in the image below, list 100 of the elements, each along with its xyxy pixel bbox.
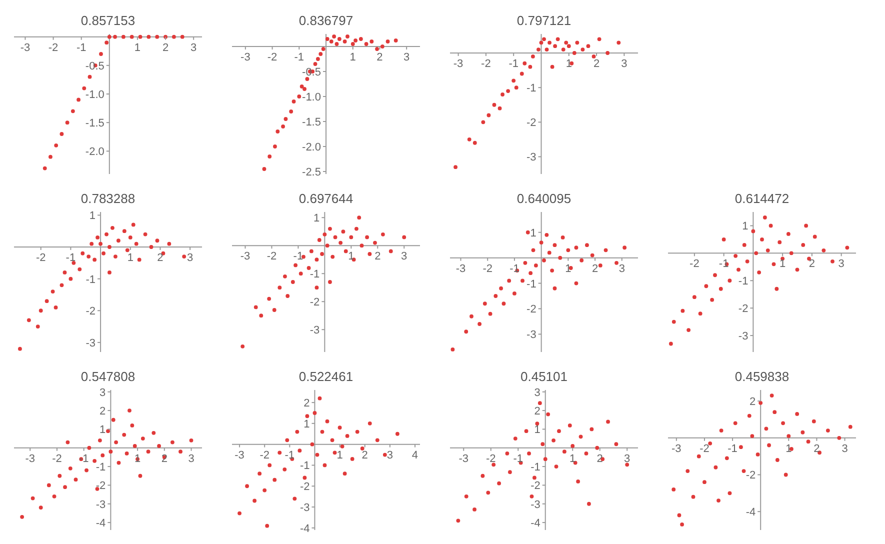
point [108,270,112,274]
point [520,72,524,76]
x-tick-label: -3 [20,42,30,54]
point [98,438,102,442]
x-tick-label: 3 [401,250,408,263]
point [786,232,790,236]
point [478,322,482,326]
point [306,266,311,270]
point [298,448,302,453]
point [770,394,774,398]
y-tick-label: -3 [310,324,320,337]
chart-title: 0.459838 [734,368,790,386]
point [368,252,372,256]
point [837,436,842,440]
y-tick-label: -2 [530,480,540,492]
point [492,462,496,467]
point [800,430,805,434]
point [315,452,320,457]
point [106,429,110,434]
point [719,428,724,432]
point [848,424,852,429]
y-tick-label: 2 [304,398,310,410]
point [330,438,334,442]
x-tick-label: 1 [127,252,134,264]
point [598,264,602,268]
point [84,468,88,472]
point [46,483,51,488]
point [128,408,132,412]
chart-title: 0.45101 [520,368,568,386]
point [182,254,186,258]
y-tick-label: -2 [526,117,536,130]
point [66,440,70,444]
point [282,467,287,472]
point [268,154,272,158]
point [87,446,92,450]
point [812,419,816,424]
y-tick-label: -4 [746,506,756,519]
point [538,401,542,406]
point [92,258,97,262]
y-tick-label: -3 [738,330,748,343]
y-tick-label: -1 [86,274,96,286]
point [340,444,344,448]
point [290,280,295,284]
point [547,250,552,255]
point [789,251,794,256]
point [739,445,743,450]
point [552,286,557,290]
point [454,165,458,170]
point [321,47,326,51]
point [745,259,750,264]
x-tick-label: 3 [624,452,630,465]
x-tick-label: -2 [690,258,700,270]
point [325,37,330,41]
point [328,226,332,231]
point [110,226,114,230]
x-tick-label: -1 [76,42,86,54]
point [772,262,776,266]
point [580,258,584,262]
point [122,432,126,437]
point [584,452,588,456]
x-tick-label: -2 [266,250,277,263]
point [734,254,738,258]
point [278,286,282,290]
y-tick-label: -4 [300,522,310,535]
point [570,444,575,448]
point [576,480,580,484]
x-tick-label: 1 [134,42,141,54]
point [349,235,354,240]
point [724,456,729,460]
point [751,229,756,234]
point [548,40,552,45]
y-tick-label: -1.0 [302,92,321,104]
point [482,302,487,306]
point [534,264,538,268]
point [402,235,406,240]
point [292,496,297,501]
point [566,248,570,252]
y-tick-label: -2.5 [302,166,321,178]
point [553,44,558,48]
point [254,305,258,310]
x-tick-label: 1 [565,262,572,275]
point [320,430,324,434]
point [481,120,486,124]
point [614,260,618,265]
point [536,48,540,52]
point [604,248,608,252]
point [104,40,109,45]
point [528,271,533,276]
x-tick-label: -2 [48,42,58,54]
x-tick-label: -3 [453,58,464,70]
point [96,236,100,240]
x-tick-label: -1 [66,252,76,264]
point [784,472,788,477]
point [758,400,763,405]
point [289,110,294,114]
point [114,440,118,444]
point [552,438,556,442]
point [278,450,282,455]
x-tick-label: -1 [718,258,729,270]
point [309,249,314,254]
